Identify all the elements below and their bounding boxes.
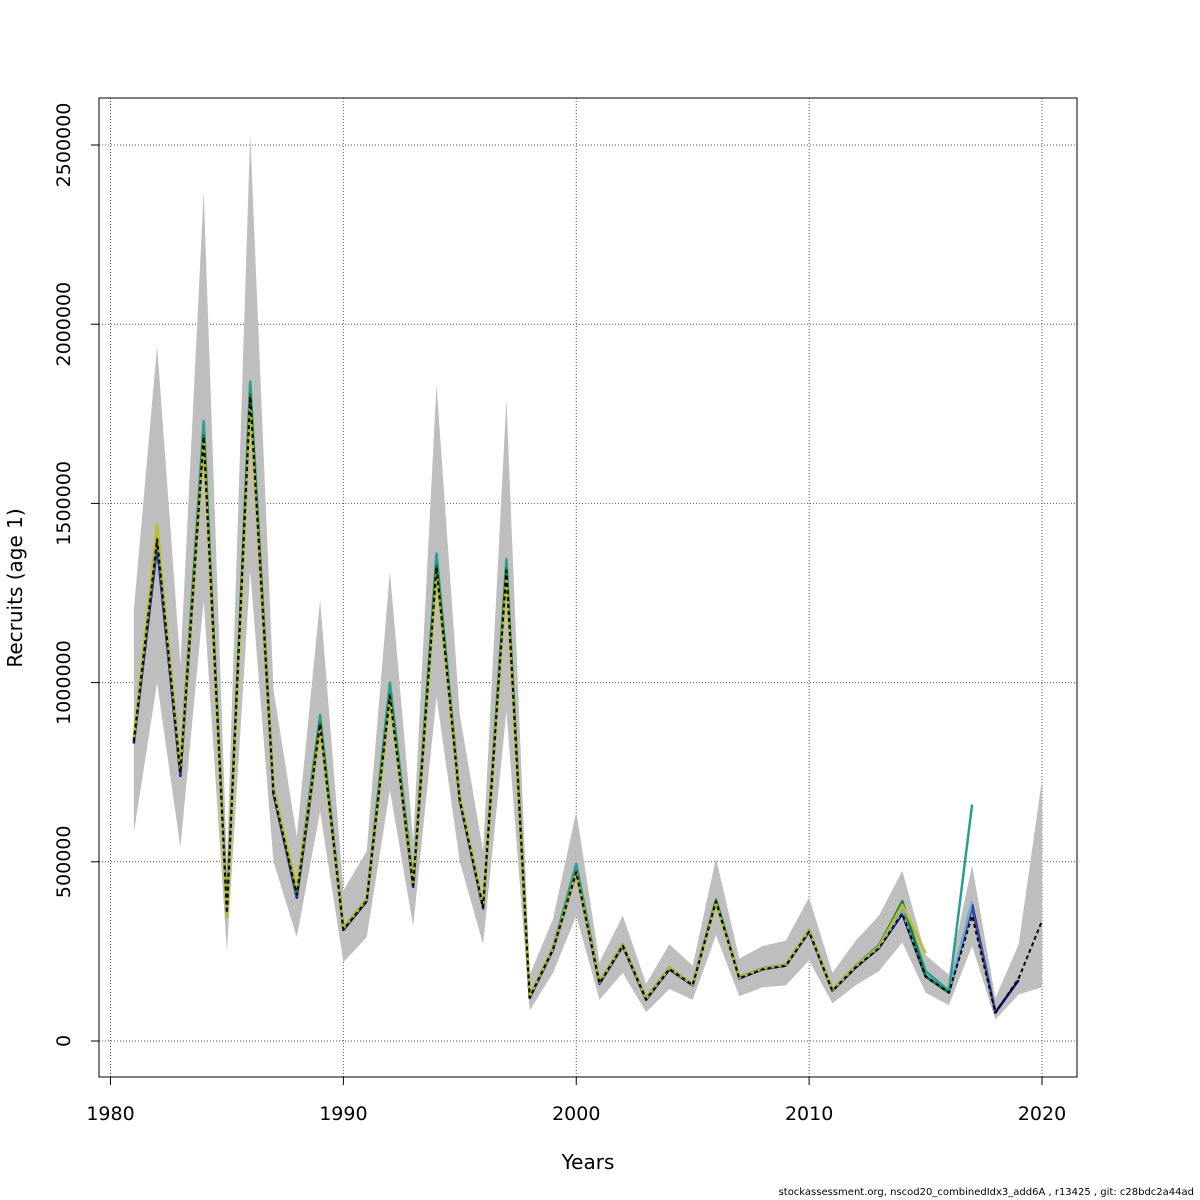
source-footnote: stockassessment.org, nscod20_combinedIdx… (778, 1187, 1194, 1198)
y-tick-label-2500000: 2500000 (53, 103, 75, 188)
x-tick-label-2020: 2020 (1018, 1103, 1066, 1125)
y-tick-label-1000000: 1000000 (53, 640, 75, 725)
y-tick-label-2000000: 2000000 (53, 282, 75, 367)
x-axis: 1980 1990 2000 2010 2020 (86, 1077, 1066, 1125)
plot-frame (98, 97, 1078, 1078)
y-axis-title: Recruits (age 1) (3, 508, 27, 667)
y-axis: 0 500000 1000000 1500000 2000000 2500000 (53, 103, 99, 1047)
x-tick-label-2000: 2000 (552, 1103, 600, 1125)
x-tick-label-2010: 2010 (785, 1103, 833, 1125)
y-tick-label-0: 0 (53, 1035, 75, 1047)
series-lines (132, 380, 1043, 1014)
x-tick-label-1990: 1990 (319, 1103, 367, 1125)
y-tick-label-500000: 500000 (53, 826, 75, 899)
x-axis-title: Years (561, 1150, 615, 1174)
confidence-band (133, 134, 1043, 1020)
x-tick-label-1980: 1980 (86, 1103, 134, 1125)
y-tick-label-1500000: 1500000 (53, 461, 75, 546)
